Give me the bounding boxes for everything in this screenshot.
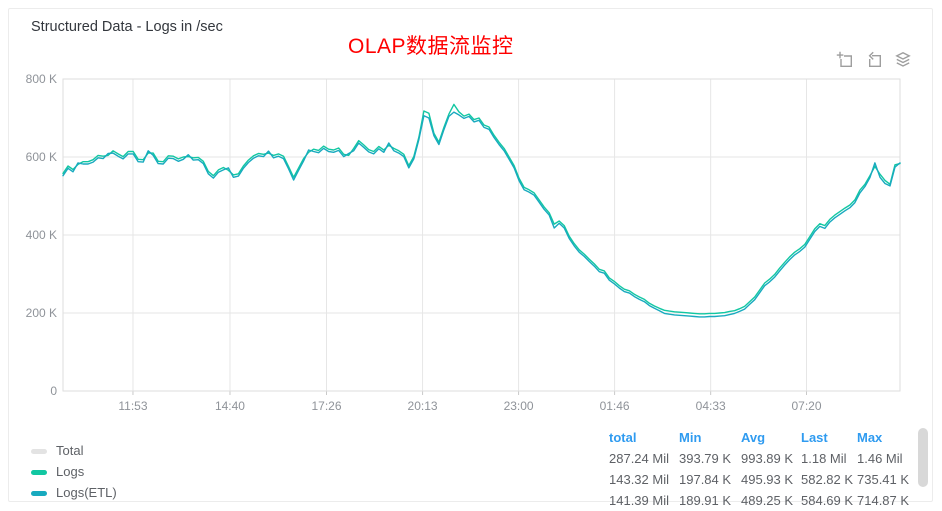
- line-chart: [62, 78, 901, 395]
- panel-title: Structured Data - Logs in /sec: [31, 19, 223, 35]
- stats-value-avg: 993.89 K: [741, 451, 794, 466]
- legend-swatch: [31, 469, 47, 475]
- series-line-logs: [62, 103, 901, 315]
- legend-swatch: [31, 490, 47, 496]
- datazoom-icon[interactable]: [836, 51, 854, 69]
- stats-header-avg[interactable]: Avg: [741, 430, 766, 445]
- stats-value-last: 584.69 K: [801, 493, 854, 508]
- legend-item-total[interactable]: Total: [31, 443, 83, 459]
- restore-icon[interactable]: [865, 51, 883, 69]
- y-tick-label: 400 K: [25, 228, 57, 242]
- chart-panel: Structured Data - Logs in /sec OLAP数据流监控…: [8, 8, 933, 508]
- stats-value-total: 141.39 Mil: [609, 493, 669, 508]
- stats-value-max: 1.46 Mil: [857, 451, 903, 466]
- stats-value-max: 735.41 K: [857, 472, 910, 487]
- x-tick-label: 11:53: [118, 399, 148, 413]
- x-tick-label: 14:40: [214, 399, 245, 413]
- y-tick-label: 0: [50, 384, 57, 398]
- stats-value-total: 287.24 Mil: [609, 451, 669, 466]
- overlay-title: OLAP数据流监控: [348, 35, 514, 58]
- x-tick-label: 23:00: [503, 399, 534, 413]
- x-tick-label: 01:46: [599, 399, 630, 413]
- x-tick-label: 17:26: [311, 399, 342, 413]
- layers-icon[interactable]: [894, 51, 912, 69]
- stats-value-last: 1.18 Mil: [801, 451, 847, 466]
- stats-header-last[interactable]: Last: [801, 430, 828, 445]
- stats-value-max: 714.87 K: [857, 493, 910, 508]
- legend-label: Total: [56, 443, 84, 458]
- y-tick-label: 800 K: [25, 72, 57, 86]
- stats-value-total: 143.32 Mil: [609, 472, 669, 487]
- stats-value-avg: 489.25 K: [741, 493, 794, 508]
- stats-value-min: 189.91 K: [679, 493, 732, 508]
- legend-stats-table: total Min Avg Last Max 287.24 Mil 393.79 K 993.…: [609, 427, 915, 511]
- plot-border: [62, 78, 901, 392]
- x-tick-label: 04:33: [695, 399, 726, 413]
- chart-toolbox: [836, 51, 912, 69]
- legend-label: Logs(ETL): [56, 485, 117, 500]
- legend-item-logs-etl-[interactable]: Logs(ETL): [31, 485, 117, 501]
- legend-swatch: [31, 448, 47, 454]
- y-tick-label: 200 K: [25, 306, 57, 320]
- stats-header-min[interactable]: Min: [679, 430, 702, 445]
- x-tick-label: 20:13: [407, 399, 438, 413]
- legend-item-logs[interactable]: Logs: [31, 464, 84, 480]
- stats-value-avg: 495.93 K: [741, 472, 794, 487]
- series-line-logs-etl-: [62, 111, 901, 318]
- stats-value-last: 582.82 K: [801, 472, 854, 487]
- stats-value-min: 197.84 K: [679, 472, 732, 487]
- stats-value-min: 393.79 K: [679, 451, 732, 466]
- y-tick-label: 600 K: [25, 150, 57, 164]
- stats-header-total[interactable]: total: [609, 430, 637, 445]
- legend-scrollbar-thumb[interactable]: [918, 428, 928, 487]
- legend-label: Logs: [56, 464, 85, 479]
- x-tick-label: 07:20: [791, 399, 822, 413]
- stats-header-max[interactable]: Max: [857, 430, 883, 445]
